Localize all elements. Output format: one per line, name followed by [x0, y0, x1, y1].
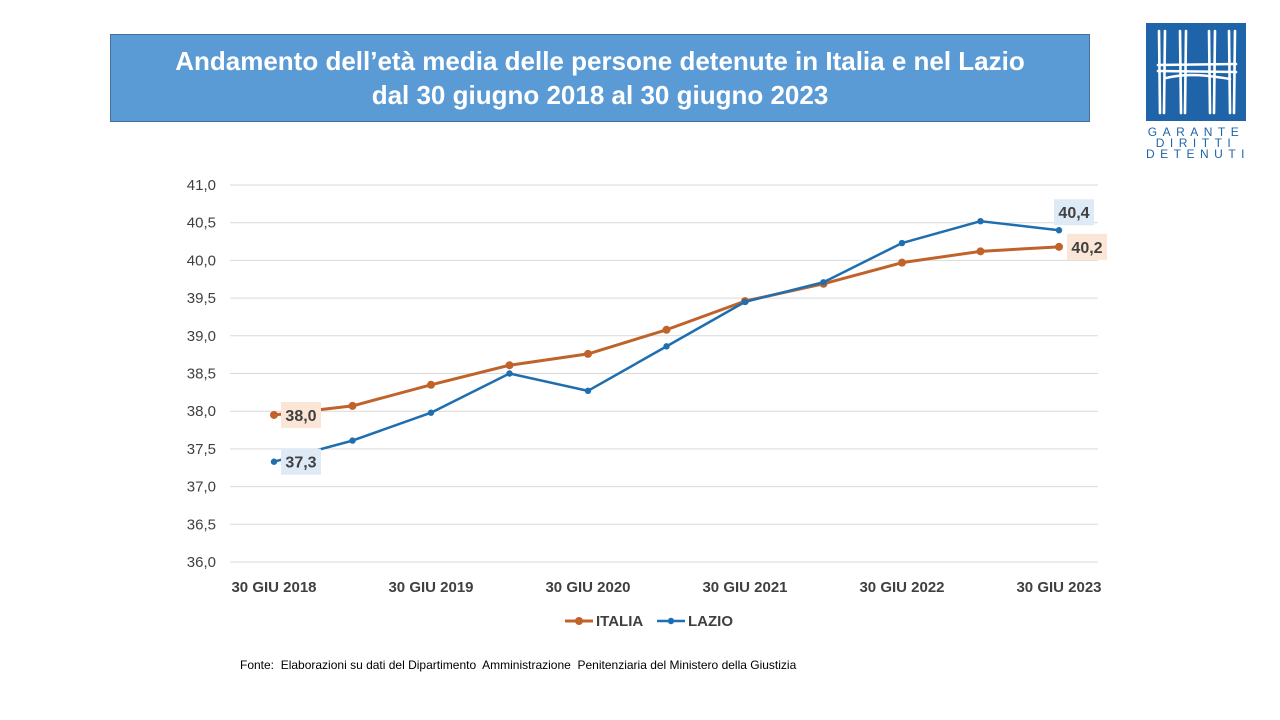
data-point-italia: [348, 401, 357, 410]
data-point-lazio: [820, 279, 827, 286]
data-label-italia-end: 40,2: [1071, 240, 1102, 257]
logo-text-line-2: DIRITTI: [1155, 136, 1237, 150]
y-tick-label: 38,5: [187, 366, 216, 383]
data-label-lazio-start: 37,3: [285, 455, 316, 472]
logo-text-line-3: DETENUTI: [1146, 147, 1250, 161]
data-point-italia: [427, 380, 435, 389]
data-point-italia: [898, 258, 906, 267]
data-point-lazio: [1055, 227, 1063, 234]
data-point-lazio: [741, 298, 749, 306]
data-point-lazio: [427, 409, 435, 416]
garante-logo: GARANTE DIRITTI DETENUTI: [1146, 23, 1246, 160]
data-labels: 38,0 40,2 37,3 40,4: [281, 199, 1107, 475]
data-point-lazio: [349, 437, 356, 444]
x-tick-label: 30 GIU 2022: [859, 579, 944, 596]
chart-title-line-2: dal 30 giugno 2018 al 30 giugno 2023: [371, 80, 829, 110]
x-tick-label: 30 GIU 2019: [388, 579, 473, 596]
data-point-lazio: [506, 370, 513, 377]
data-point-lazio: [584, 387, 592, 395]
chart-title-banner: Andamento dell’età media delle persone d…: [110, 34, 1090, 122]
y-tick-label: 41,0: [187, 177, 216, 194]
data-point-italia: [976, 247, 985, 256]
y-tick-label: 39,0: [187, 328, 216, 345]
x-tick-label: 30 GIU 2018: [231, 579, 316, 596]
y-tick-label: 40,5: [187, 215, 216, 232]
x-tick-label: 30 GIU 2020: [545, 579, 630, 596]
chart-title-line-1: Andamento dell’età media delle persone d…: [175, 46, 1025, 76]
y-tick-label: 36,0: [187, 554, 216, 571]
y-tick-label: 40,0: [187, 252, 216, 269]
legend-label-lazio: LAZIO: [688, 613, 733, 630]
x-axis-tick-labels: 30 GIU 2018 30 GIU 2019 30 GIU 2020 30 GIU …: [231, 579, 1101, 596]
data-point-italia: [270, 410, 278, 419]
legend-swatch-marker-lazio: [667, 617, 675, 625]
y-tick-label: 36,5: [187, 516, 216, 533]
garante-logo-mark: [1146, 23, 1246, 121]
gridlines: [230, 184, 1098, 563]
data-point-italia: [662, 325, 671, 334]
garante-logo-text: GARANTE DIRITTI DETENUTI: [1146, 125, 1250, 161]
y-tick-label: 37,0: [187, 479, 216, 496]
data-label-lazio-start-background: [281, 448, 321, 475]
data-label-lazio-end: 40,4: [1058, 205, 1089, 222]
source-note: Fonte: Elaborazioni su dati del Dipartim…: [240, 658, 797, 672]
data-label-italia-start-background: [281, 401, 321, 428]
data-point-lazio: [898, 239, 906, 247]
series-lines: [270, 217, 1063, 465]
y-axis-tick-labels: 36,0 36,5 37,0 37,5 38,0 38,5 39,0 39,5 40,0 40,5…: [187, 177, 216, 571]
legend-label-italia: ITALIA: [596, 613, 643, 630]
data-point-lazio: [270, 458, 278, 465]
data-point-lazio: [663, 343, 670, 350]
data-point-italia: [1055, 242, 1063, 251]
x-tick-label: 30 GIU 2021: [702, 579, 787, 596]
y-tick-label: 38,0: [187, 403, 216, 420]
legend: ITALIA LAZIO: [565, 613, 733, 630]
data-point-italia: [584, 349, 592, 358]
data-label-italia-end-background: [1067, 233, 1107, 260]
data-point-lazio: [977, 217, 984, 225]
y-tick-label: 37,5: [187, 441, 216, 458]
legend-swatch-marker-italia: [575, 617, 583, 625]
data-point-italia: [505, 361, 514, 370]
x-tick-label: 30 GIU 2023: [1016, 579, 1101, 596]
y-tick-label: 39,5: [187, 290, 216, 307]
data-label-italia-start: 38,0: [285, 408, 316, 425]
data-label-lazio-end-background: [1054, 199, 1094, 226]
logo-text-line-1: GARANTE: [1147, 125, 1245, 139]
